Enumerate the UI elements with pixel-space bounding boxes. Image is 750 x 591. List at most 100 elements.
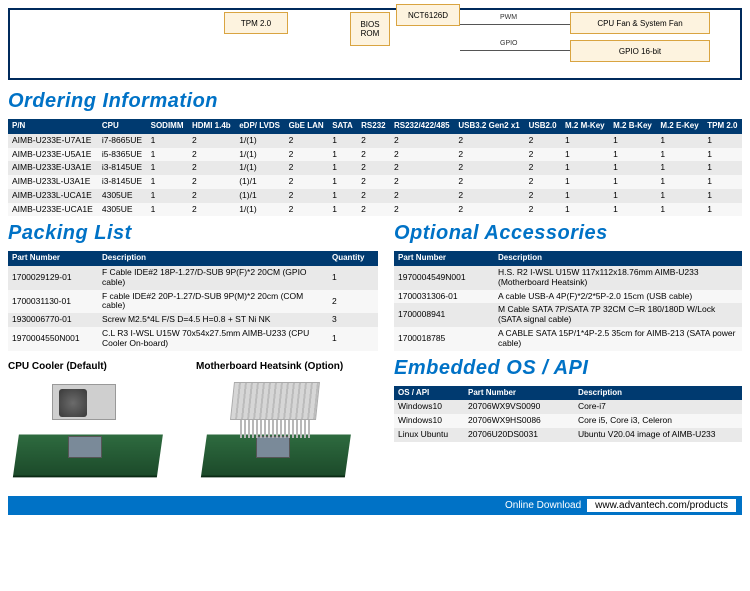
table-cell: 2	[454, 148, 524, 162]
table-cell: i5-8365UE	[98, 148, 147, 162]
table-cell: 1	[703, 134, 742, 148]
table-cell: 1	[656, 148, 703, 162]
table-header: OS / API	[394, 386, 464, 401]
table-cell: 1/(1)	[235, 203, 284, 217]
table-row: AIMB-U233E-U3A1Ei3-8145UE121/(1)21222211…	[8, 161, 742, 175]
table-cell: 1970004550N001	[8, 327, 98, 351]
table-cell: AIMB-U233L-U3A1E	[8, 175, 98, 189]
table-row: 1970004549N001H.S. R2 I-WSL U15W 117x112…	[394, 266, 742, 290]
table-header: Description	[574, 386, 742, 401]
table-cell: 2	[390, 203, 454, 217]
cooler-default-image	[8, 376, 168, 486]
table-cell: 1	[656, 175, 703, 189]
table-header: Part Number	[394, 251, 494, 266]
diagram-box-fan: CPU Fan & System Fan	[570, 12, 710, 34]
table-cell: 1	[609, 175, 656, 189]
table-cell: 1	[703, 203, 742, 217]
table-header: Part Number	[8, 251, 98, 266]
table-cell: 2	[188, 189, 235, 203]
table-cell: 4305UE	[98, 189, 147, 203]
table-cell: 1	[609, 134, 656, 148]
table-cell: 2	[390, 175, 454, 189]
table-cell: 1	[561, 175, 609, 189]
table-cell: 1930006770-01	[8, 313, 98, 327]
table-cell: 2	[357, 134, 390, 148]
table-cell: 1	[147, 189, 188, 203]
table-cell: 1	[703, 148, 742, 162]
table-cell: H.S. R2 I-WSL U15W 117x112x18.76mm AIMB-…	[494, 266, 742, 290]
table-cell: 2	[188, 203, 235, 217]
table-cell: Linux Ubuntu	[394, 428, 464, 442]
table-cell: 2	[454, 175, 524, 189]
table-cell: 1	[147, 134, 188, 148]
table-cell: 4305UE	[98, 203, 147, 217]
table-header: GbE LAN	[285, 119, 329, 134]
table-cell: 1	[609, 161, 656, 175]
table-cell: 2	[390, 189, 454, 203]
table-header: M.2 E-Key	[656, 119, 703, 134]
table-cell: 2	[525, 161, 561, 175]
table-cell: AIMB-U233E-U7A1E	[8, 134, 98, 148]
table-cell: F Cable IDE#2 18P-1.27/D-SUB 9P(F)*2 20C…	[98, 266, 328, 290]
table-cell: 2	[285, 161, 329, 175]
table-cell: 20706U20DS0031	[464, 428, 574, 442]
table-header: Quantity	[328, 251, 378, 266]
table-cell: 1	[609, 189, 656, 203]
cooler-heatsink-image	[196, 376, 356, 486]
table-header: Description	[98, 251, 328, 266]
table-cell: Windows10	[394, 414, 464, 428]
packing-table: Part NumberDescriptionQuantity 170002912…	[8, 251, 378, 350]
table-cell: 1970004549N001	[394, 266, 494, 290]
diagram-box-tpm: TPM 2.0	[224, 12, 288, 34]
table-cell: 1	[561, 134, 609, 148]
table-cell: 2	[188, 134, 235, 148]
table-cell: 2	[525, 175, 561, 189]
table-cell: 2	[357, 189, 390, 203]
table-header: RS232	[357, 119, 390, 134]
table-cell: 2	[454, 189, 524, 203]
table-cell: C.L R3 I-WSL U15W 70x54x27.5mm AIMB-U233…	[98, 327, 328, 351]
table-row: 1700008941M Cable SATA 7P/SATA 7P 32CM C…	[394, 303, 742, 327]
table-header: HDMI 1.4b	[188, 119, 235, 134]
footer-url[interactable]: www.advantech.com/products	[587, 499, 736, 512]
table-cell: 1	[561, 148, 609, 162]
table-cell: 1700008941	[394, 303, 494, 327]
table-cell: 2	[285, 203, 329, 217]
table-cell: 2	[454, 161, 524, 175]
table-cell: F cable IDE#2 20P-1.27/D-SUB 9P(M)*2 20c…	[98, 290, 328, 314]
table-cell: Core-i7	[574, 400, 742, 414]
cooler-section: CPU Cooler (Default) Motherboard Heatsin…	[8, 361, 378, 486]
table-cell: 2	[188, 161, 235, 175]
table-cell: 1	[328, 203, 357, 217]
table-row: AIMB-U233L-U3A1Ei3-8145UE12(1)/121222211…	[8, 175, 742, 189]
table-cell: M Cable SATA 7P/SATA 7P 32CM C=R 180/180…	[494, 303, 742, 327]
section-title-os: Embedded OS / API	[394, 357, 742, 380]
table-header: SATA	[328, 119, 357, 134]
table-row: 1700018785A CABLE SATA 15P/1*4P-2.5 35cm…	[394, 327, 742, 351]
os-table: OS / APIPart NumberDescription Windows10…	[394, 386, 742, 442]
table-header: CPU	[98, 119, 147, 134]
table-cell: 2	[357, 161, 390, 175]
table-row: AIMB-U233L-UCA1E4305UE12(1)/12122221111	[8, 189, 742, 203]
table-cell: Screw M2.5*4L F/S D=4.5 H=0.8 + ST Ni NK	[98, 313, 328, 327]
footer-bar: Online Download www.advantech.com/produc…	[8, 496, 742, 515]
table-cell: 2	[357, 148, 390, 162]
table-cell: 1	[703, 175, 742, 189]
table-cell: 1/(1)	[235, 148, 284, 162]
table-cell: 1	[561, 203, 609, 217]
table-cell: AIMB-U233L-UCA1E	[8, 189, 98, 203]
table-header: SODIMM	[147, 119, 188, 134]
table-cell: 1	[328, 134, 357, 148]
table-cell: 2	[188, 175, 235, 189]
table-header: M.2 M-Key	[561, 119, 609, 134]
table-cell: Core i5, Core i3, Celeron	[574, 414, 742, 428]
table-cell: 1	[147, 161, 188, 175]
table-cell: 2	[454, 203, 524, 217]
table-cell: 1	[328, 175, 357, 189]
table-row: 1700031306-01A cable USB-A 4P(F)*2/2*5P-…	[394, 290, 742, 304]
table-cell: 1	[147, 175, 188, 189]
table-cell: 3	[328, 313, 378, 327]
table-cell: 1	[328, 327, 378, 351]
table-cell: 1	[147, 148, 188, 162]
table-header: P/N	[8, 119, 98, 134]
